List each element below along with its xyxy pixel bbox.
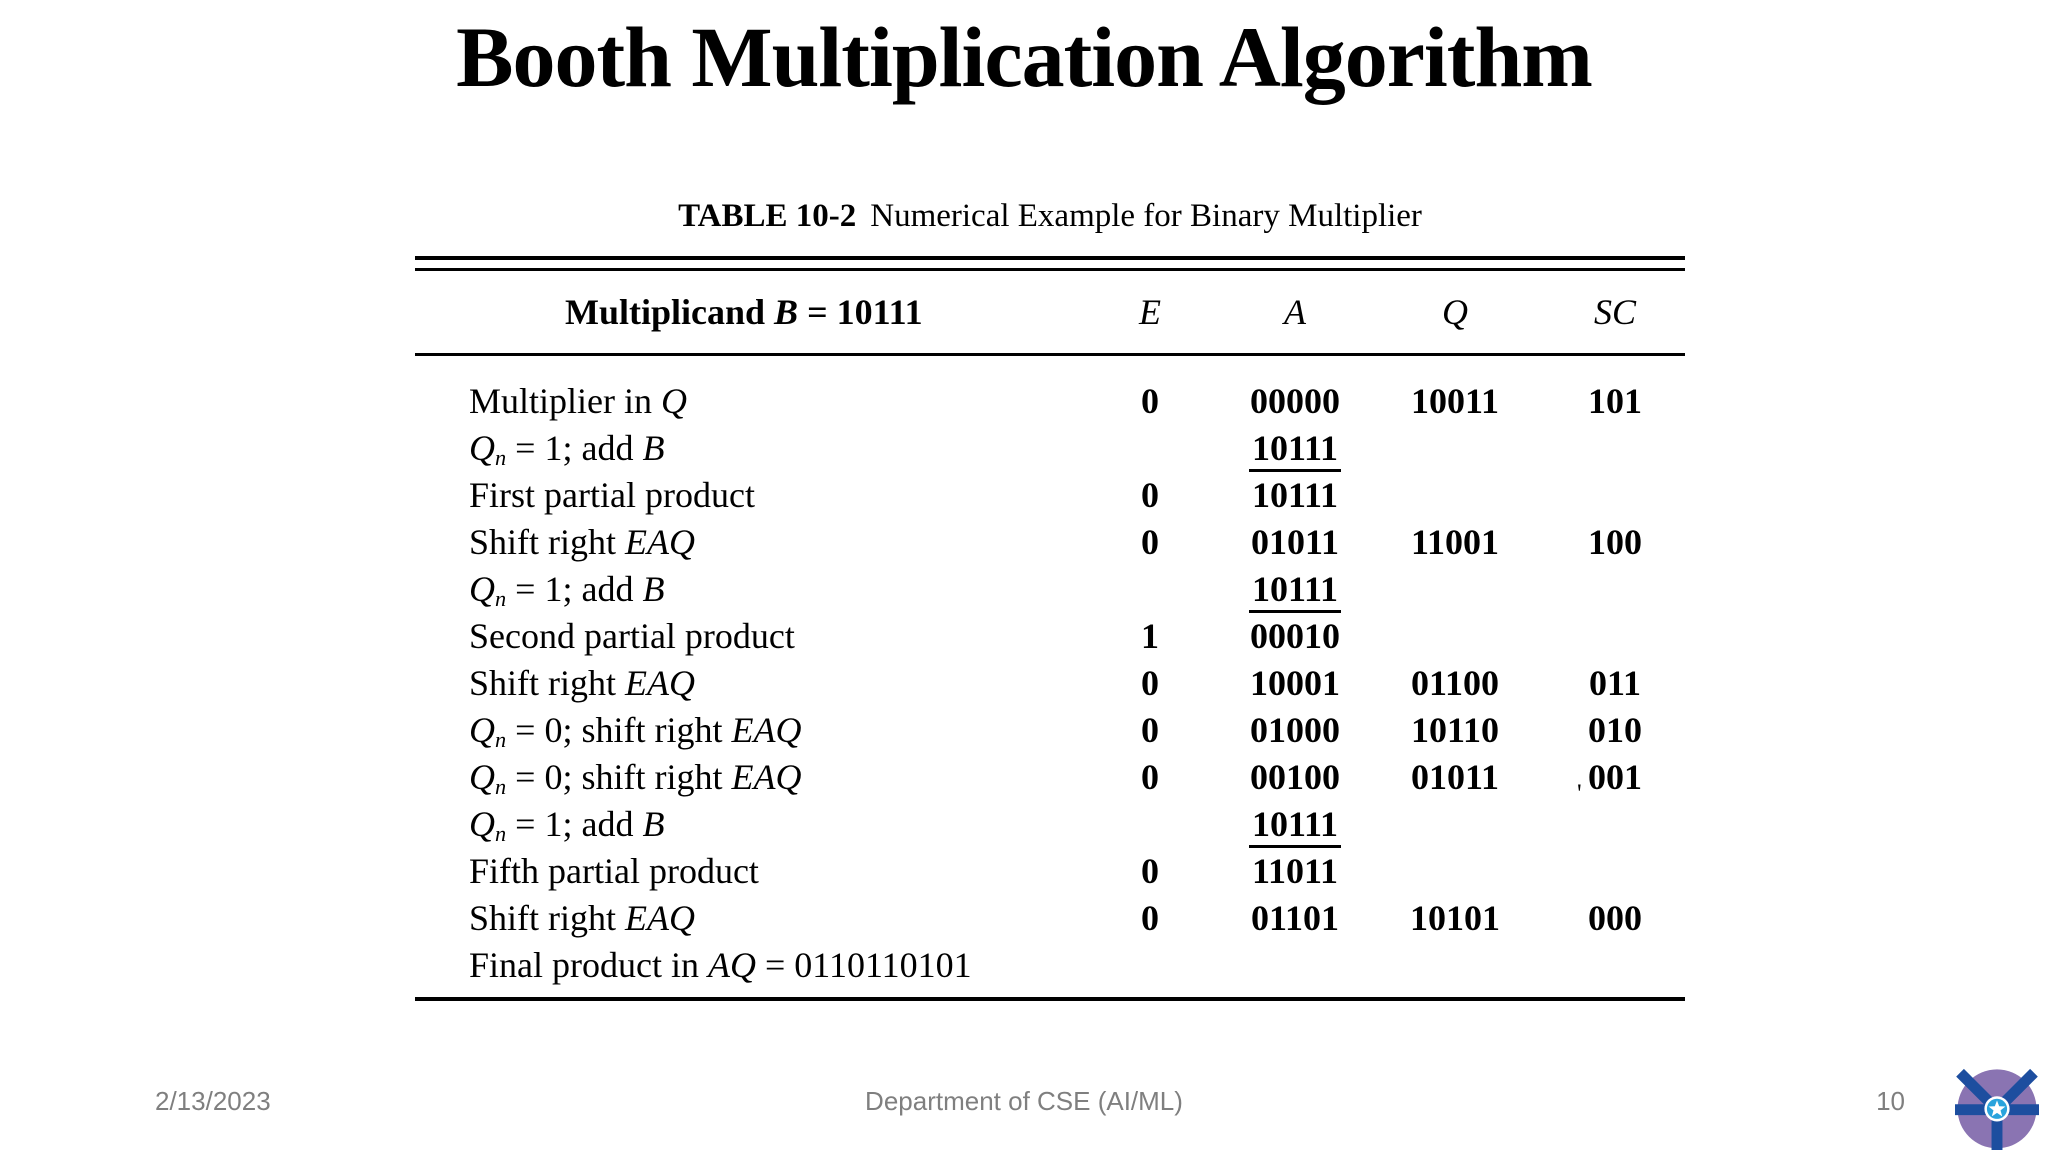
table-top-rule <box>415 256 1685 271</box>
table-figure: TABLE 10-2 Numerical Example for Binary M… <box>415 198 1685 1001</box>
cell-q: 11001 <box>1410 522 1499 562</box>
cell-a: 01101 <box>1250 898 1339 938</box>
cell-sc: 101 <box>1588 381 1642 421</box>
page-title: Booth Multiplication Algorithm <box>456 9 1593 105</box>
cell-sc: 100 <box>1588 522 1642 562</box>
cell-e: 0 <box>1141 898 1159 938</box>
table-header-rule <box>415 353 1685 356</box>
table-row: First partial product 0 10111 <box>415 472 1685 519</box>
table-row: Qn = 1; add B 10111 <box>415 801 1685 848</box>
table-row: Qn = 0; shift right EAQ 0 00100 01011 001 ' <box>415 754 1685 808</box>
cell-sc: 000 <box>1588 898 1642 938</box>
table-caption-text: Numerical Example for Binary Multiplier <box>870 198 1422 234</box>
cell-sc <box>1545 613 1685 660</box>
row-label: Final product in AQ = 0110110101 <box>469 945 972 985</box>
cell-a: 10111 <box>1251 475 1339 515</box>
table-row: Qn = 0; shift right EAQ 0 01000 10110 010 <box>415 707 1685 754</box>
cell-sc <box>1545 801 1685 848</box>
row-label: Second partial product <box>469 616 795 656</box>
row-label: Qn = 0; shift right EAQ <box>469 757 802 799</box>
cell-e: 0 <box>1141 710 1159 750</box>
cell-sc <box>1545 942 1685 989</box>
cell-q <box>1365 613 1545 660</box>
cell-e: 1 <box>1141 616 1159 656</box>
cell-sc <box>1545 425 1685 472</box>
table-row: Fifth partial product 0 11011 <box>415 848 1685 895</box>
row-label: Qn = 1; add B <box>469 569 665 611</box>
cell-e <box>1075 566 1225 613</box>
row-label: Qn = 1; add B <box>469 428 665 470</box>
row-label: Shift right EAQ <box>469 898 695 938</box>
cell-q <box>1365 425 1545 472</box>
cell-sc <box>1545 566 1685 613</box>
cell-sc <box>1545 848 1685 895</box>
row-label: Shift right EAQ <box>469 522 695 562</box>
page-number: 10 <box>1876 1086 1905 1116</box>
cell-q: 01100 <box>1410 663 1499 703</box>
row-label: Fifth partial product <box>469 851 759 891</box>
cell-a: 10111 <box>1225 425 1365 472</box>
table-row: Final product in AQ = 0110110101 <box>415 942 1685 989</box>
cell-e: 0 <box>1141 475 1159 515</box>
table-row: Second partial product 1 00010 <box>415 613 1685 660</box>
table-caption-number: TABLE 10-2 <box>678 198 857 234</box>
cell-a: 11011 <box>1251 851 1339 891</box>
column-header-sc: SC <box>1593 292 1636 332</box>
cell-sc: 011 <box>1588 663 1641 703</box>
scan-tick-mark: ' <box>1577 779 1582 808</box>
table-header-row: Multiplicand B = 10111 E A Q SC <box>415 271 1685 353</box>
cell-q: 10110 <box>1410 710 1499 750</box>
institution-logo-icon <box>1955 1068 2039 1150</box>
cell-q <box>1365 801 1545 848</box>
cell-a: 10001 <box>1250 663 1340 703</box>
cell-a: 10111 <box>1225 801 1365 848</box>
table-caption: TABLE 10-2 Numerical Example for Binary M… <box>415 198 1685 256</box>
footer-date: 2/13/2023 <box>155 1086 271 1116</box>
cell-a <box>1225 942 1365 989</box>
cell-e: 0 <box>1141 851 1159 891</box>
row-label: Multiplier in Q <box>469 381 687 421</box>
cell-q: 10011 <box>1410 381 1499 421</box>
cell-a: 01000 <box>1250 710 1340 750</box>
cell-e: 0 <box>1141 522 1159 562</box>
table-bottom-rule <box>415 997 1685 1001</box>
cell-sc: 010 <box>1588 710 1642 750</box>
cell-q <box>1365 566 1545 613</box>
cell-q <box>1365 848 1545 895</box>
cell-e: 0 <box>1141 663 1159 703</box>
cell-sc: 001 ' <box>1545 754 1685 808</box>
cell-a: 00010 <box>1250 616 1340 656</box>
cell-q: 10101 <box>1410 898 1500 938</box>
cell-q: 01011 <box>1410 757 1499 797</box>
cell-a: 00100 <box>1250 757 1340 797</box>
row-label: Qn = 0; shift right EAQ <box>469 710 802 752</box>
column-header-q: Q <box>1442 292 1468 332</box>
cell-e <box>1075 425 1225 472</box>
table-row: Shift right EAQ 0 01011 11001 100 <box>415 519 1685 566</box>
column-header-a: A <box>1284 292 1306 332</box>
table-row: Shift right EAQ 0 10001 01100 011 <box>415 660 1685 707</box>
cell-a: 10111 <box>1225 566 1365 613</box>
cell-q <box>1365 942 1545 989</box>
cell-a: 01011 <box>1250 522 1339 562</box>
table-row: Qn = 1; add B 10111 <box>415 425 1685 472</box>
footer-department: Department of CSE (AI/ML) <box>865 1086 1183 1116</box>
table-header-label: Multiplicand B = 10111 <box>565 292 923 332</box>
cell-q <box>1365 472 1545 519</box>
row-label: Shift right EAQ <box>469 663 695 703</box>
table-row: Multiplier in Q 0 00000 10011 101 <box>415 378 1685 425</box>
row-label: First partial product <box>469 475 755 515</box>
cell-sc <box>1545 472 1685 519</box>
column-header-e: E <box>1139 292 1161 332</box>
table-row: Qn = 1; add B 10111 <box>415 566 1685 613</box>
table-body: Multiplier in Q 0 00000 10011 101 Qn = 1; add… <box>415 356 1685 989</box>
cell-e: 0 <box>1141 381 1159 421</box>
cell-a: 00000 <box>1250 381 1340 421</box>
row-label: Qn = 1; add B <box>469 804 665 846</box>
table-row: Shift right EAQ 0 01101 10101 000 <box>415 895 1685 942</box>
cell-e: 0 <box>1141 757 1159 797</box>
cell-e <box>1075 942 1225 989</box>
cell-e <box>1075 801 1225 848</box>
